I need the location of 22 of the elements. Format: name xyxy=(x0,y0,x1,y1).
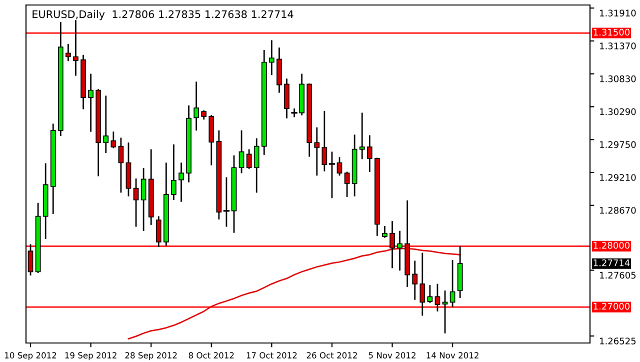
ref-line-label: 1.27000 xyxy=(594,302,630,310)
x-tick-label: 5 Nov 2012 xyxy=(368,352,416,358)
y-tick-label: 1.26525 xyxy=(600,338,636,344)
y-tick-label: 1.28670 xyxy=(600,206,636,214)
ref-line-label: 1.31500 xyxy=(594,28,630,36)
x-tick-label: 26 Oct 2012 xyxy=(306,352,357,358)
y-tick-label: 1.30830 xyxy=(600,75,636,82)
x-tick-label: 28 Sep 2012 xyxy=(125,352,177,360)
y-tick-label: 1.30290 xyxy=(600,108,636,116)
chart-title: EURUSD,Daily 1.27806 1.27835 1.27638 1.27714 xyxy=(32,10,294,20)
x-tick-label: 8 Oct 2012 xyxy=(188,352,234,358)
y-tick-label: 1.27605 xyxy=(600,272,636,279)
text: 1.27714 xyxy=(594,259,630,266)
x-tick-label: 19 Sep 2012 xyxy=(65,352,116,360)
y-tick-label: 1.29750 xyxy=(600,141,636,148)
ref-line-label: 1.28000 xyxy=(594,242,630,249)
x-tick-label: 17 Oct 2012 xyxy=(246,352,297,358)
y-tick-label: 1.29210 xyxy=(600,174,636,181)
x-tick-label: 10 Sep 2012 xyxy=(5,352,56,360)
x-tick-label: 14 Nov 2012 xyxy=(426,352,478,358)
y-tick-label: 1.31370 xyxy=(600,42,636,50)
y-tick-label: 1.31910 xyxy=(600,10,636,16)
